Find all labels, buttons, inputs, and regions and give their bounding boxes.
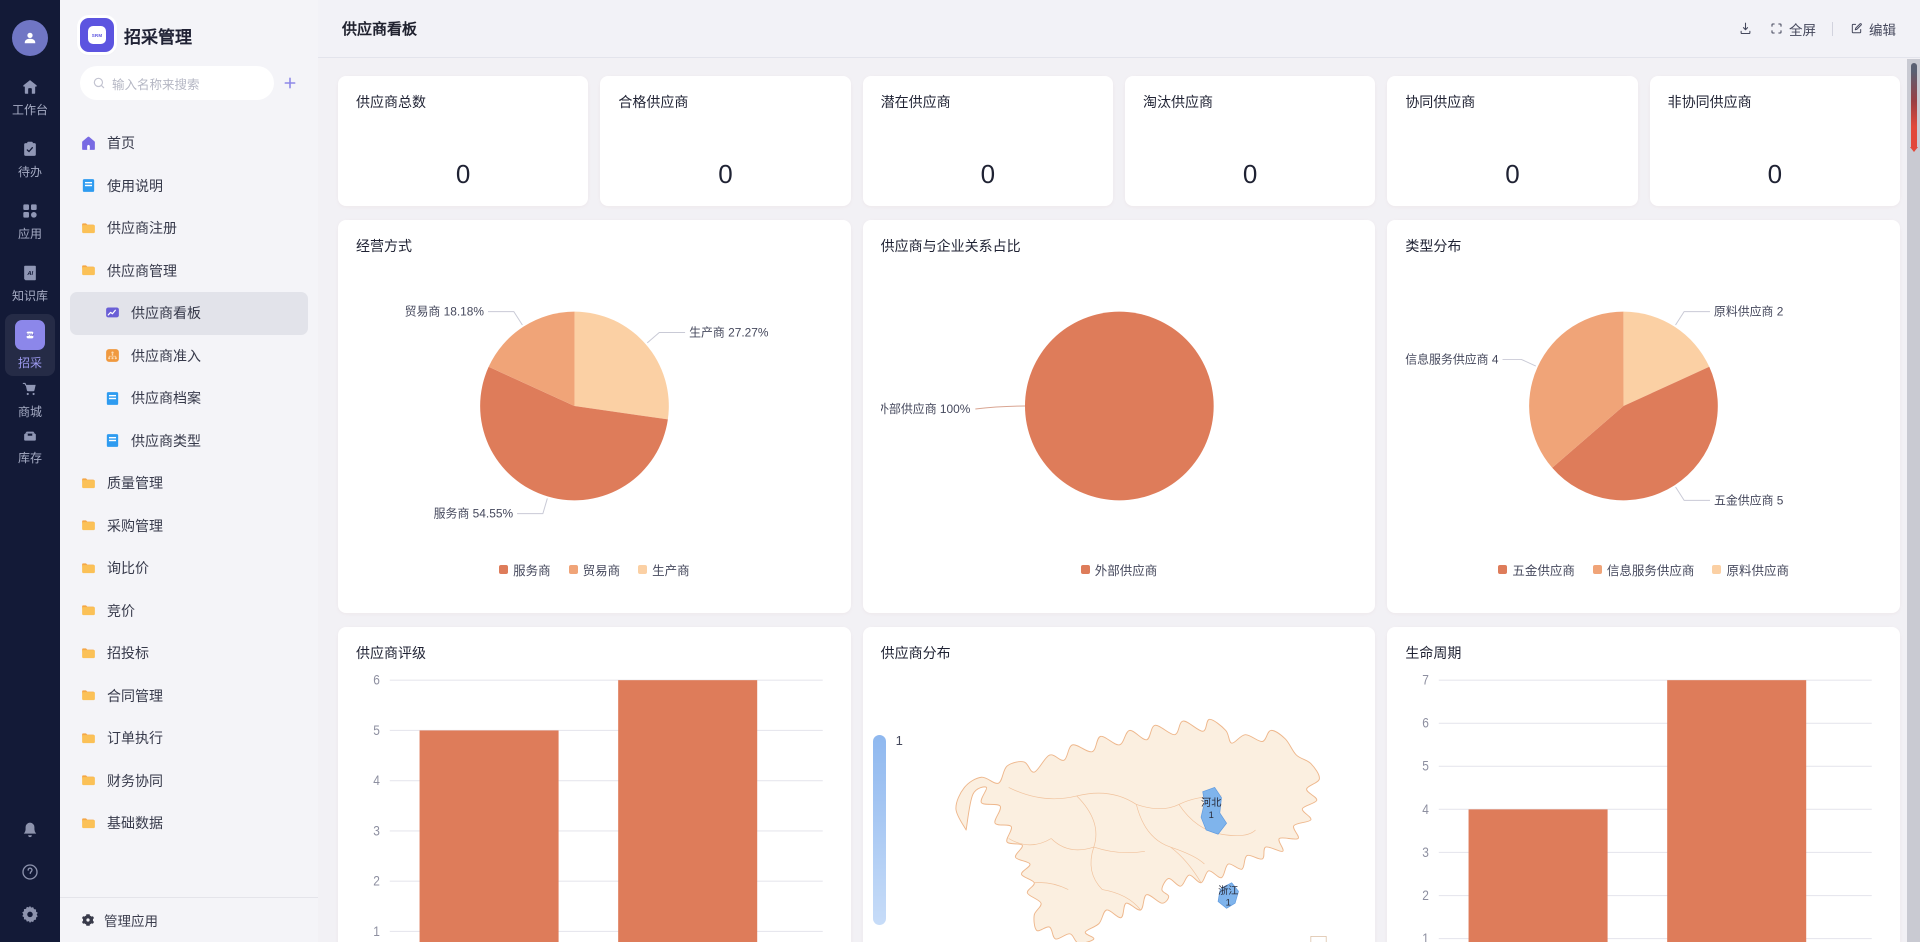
svg-text:6: 6 <box>373 673 380 688</box>
svg-text:SRM: SRM <box>26 333 35 337</box>
svg-text:浙江: 浙江 <box>1218 885 1238 897</box>
svg-text:4: 4 <box>373 774 380 789</box>
svg-text:1: 1 <box>1225 898 1230 908</box>
svg-text:1: 1 <box>1423 931 1430 942</box>
svg-text:3: 3 <box>373 824 380 839</box>
svg-text:5: 5 <box>373 723 380 738</box>
svg-text:生产商 27.27%: 生产商 27.27% <box>689 325 769 339</box>
svg-text:信息服务供应商 4: 信息服务供应商 4 <box>1406 352 1500 366</box>
svg-text:五金供应商 5: 五金供应商 5 <box>1714 493 1784 507</box>
svg-text:服务商 54.55%: 服务商 54.55% <box>434 507 514 521</box>
svg-text:7: 7 <box>1423 673 1430 688</box>
svg-text:2: 2 <box>373 874 380 889</box>
svg-text:2: 2 <box>1423 888 1430 903</box>
svg-text:1: 1 <box>373 924 380 939</box>
svg-text:3: 3 <box>1423 845 1430 860</box>
svg-text:1: 1 <box>1208 810 1213 820</box>
svg-text:贸易商 18.18%: 贸易商 18.18% <box>405 305 485 319</box>
svg-text:原料供应商 2: 原料供应商 2 <box>1714 305 1784 319</box>
svg-text:5: 5 <box>1423 759 1430 774</box>
svg-text:AI: AI <box>26 270 33 276</box>
svg-text:外部供应商 100%: 外部供应商 100% <box>881 402 971 416</box>
svg-text:6: 6 <box>1423 716 1430 731</box>
svg-text:河北: 河北 <box>1201 797 1221 809</box>
svg-text:4: 4 <box>1423 802 1430 817</box>
